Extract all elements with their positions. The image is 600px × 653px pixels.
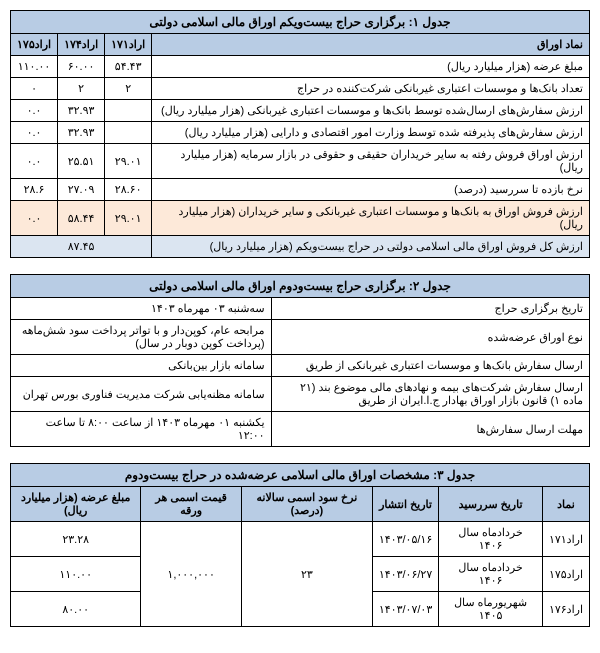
shared-price: ۱,۰۰۰,۰۰۰ [141, 522, 242, 627]
table-row: نرخ بازده تا سررسید (درصد) ۲۸.۶۰ ۲۷.۰۹ ۲… [11, 179, 590, 201]
table-row: ارزش سفارش‌های ارسال‌شده توسط بانک‌ها و … [11, 100, 590, 122]
table-row: اراد۱۷۱ خردادماه سال ۱۴۰۶ ۱۴۰۳/۰۵/۱۶ ۲۳ … [11, 522, 590, 557]
table-row: نوع اوراق عرضه‌شده مرابحه عام، کوپن‌دار … [11, 320, 590, 355]
shared-rate: ۲۳ [241, 522, 372, 627]
table2-title: جدول ۲: برگزاری حراج بیست‌ودوم اوراق مال… [11, 275, 590, 298]
table-row: ارسال سفارش بانک‌ها و موسسات اعتباری غیر… [11, 355, 590, 377]
table-row: ارزش اوراق فروش رفته به سایر خریداران حق… [11, 144, 590, 179]
table-auction-22: جدول ۲: برگزاری حراج بیست‌ودوم اوراق مال… [10, 274, 590, 447]
col-arad175: اراد۱۷۵ [11, 34, 58, 56]
table3-title: جدول ۳: مشخصات اوراق مالی اسلامی عرضه‌شد… [11, 464, 590, 487]
col-symbol: نماد اوراق [152, 34, 590, 56]
table-row-grand-total: ارزش کل فروش اوراق مالی اسلامی دولتی در … [11, 236, 590, 258]
table-row: مهلت ارسال سفارش‌ها یکشنبه ۰۱ مهرماه ۱۴۰… [11, 412, 590, 447]
table-row: تعداد بانک‌ها و موسسات اعتباری غیربانکی … [11, 78, 590, 100]
table-row: تاریخ برگزاری حراج سه‌شنبه ۰۳ مهرماه ۱۴۰… [11, 298, 590, 320]
col-arad174: اراد۱۷۴ [58, 34, 105, 56]
table-securities-specs: جدول ۳: مشخصات اوراق مالی اسلامی عرضه‌شد… [10, 463, 590, 627]
table-row: ارسال سفارش شرکت‌های بیمه و نهادهای مالی… [11, 377, 590, 412]
table-row-total: ارزش فروش اوراق به بانک‌ها و موسسات اعتب… [11, 201, 590, 236]
table-auction-21: جدول ۱: برگزاری حراج بیست‌ویکم اوراق مال… [10, 10, 590, 258]
table-row: ارزش سفارش‌های پذیرفته شده توسط وزارت ام… [11, 122, 590, 144]
table-row: مبلغ عرضه (هزار میلیارد ریال) ۵۴.۴۳ ۶۰.۰… [11, 56, 590, 78]
table3-header-row: نماد تاریخ سررسید تاریخ انتشار نرخ سود ا… [11, 487, 590, 522]
col-arad171: اراد۱۷۱ [105, 34, 152, 56]
table1-title: جدول ۱: برگزاری حراج بیست‌ویکم اوراق مال… [11, 11, 590, 34]
